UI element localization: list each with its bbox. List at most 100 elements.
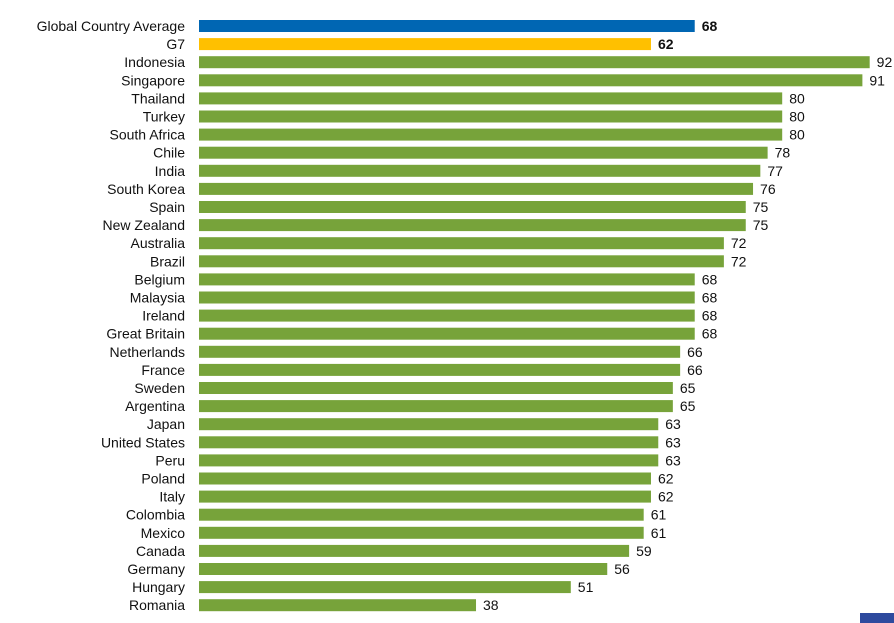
category-label-romania: Romania [129, 597, 185, 613]
value-label-france: 66 [687, 362, 703, 378]
category-label-brazil: Brazil [150, 253, 185, 269]
bar-india [199, 164, 761, 177]
bar-sweden [199, 382, 673, 394]
value-label-chile: 78 [775, 145, 791, 161]
bar-italy [199, 490, 651, 503]
value-label-peru: 63 [665, 452, 681, 468]
corner-mark [860, 613, 894, 623]
value-label-south-korea: 76 [760, 181, 776, 197]
value-label-hungary: 51 [578, 579, 594, 595]
category-label-great-britain: Great Britain [106, 326, 185, 342]
category-label-global-country-average: Global Country Average [37, 18, 186, 34]
bar-poland [199, 472, 651, 485]
category-label-netherlands: Netherlands [110, 344, 186, 360]
bar-japan [199, 418, 659, 431]
bar-belgium [199, 273, 695, 286]
bar-ireland [199, 309, 695, 322]
category-label-belgium: Belgium [134, 271, 185, 287]
value-label-thailand: 80 [789, 90, 805, 106]
category-label-canada: Canada [136, 543, 185, 559]
bar-colombia [199, 508, 644, 521]
category-label-malaysia: Malaysia [130, 290, 185, 306]
value-label-mexico: 61 [651, 525, 667, 541]
bar-united-states [199, 436, 659, 449]
bar-hungary [199, 581, 571, 594]
value-label-japan: 63 [665, 416, 681, 432]
bar-france [199, 363, 681, 376]
bar-singapore [199, 74, 863, 87]
value-label-united-states: 63 [665, 434, 681, 450]
category-label-argentina: Argentina [125, 398, 185, 414]
category-label-thailand: Thailand [131, 90, 185, 106]
category-label-south-korea: South Korea [107, 181, 185, 197]
value-label-ireland: 68 [702, 308, 718, 324]
value-label-singapore: 91 [869, 72, 885, 88]
category-label-new-zealand: New Zealand [103, 217, 186, 233]
bar-malaysia [199, 291, 695, 304]
bar-germany [199, 563, 608, 575]
bar-indonesia [199, 56, 870, 69]
category-label-united-states: United States [101, 434, 185, 450]
bar-chile [199, 146, 768, 159]
value-label-argentina: 65 [680, 398, 696, 414]
value-label-australia: 72 [731, 235, 747, 251]
category-label-australia: Australia [131, 235, 186, 251]
category-label-spain: Spain [149, 199, 185, 215]
value-label-south-africa: 80 [789, 127, 805, 143]
bar-romania [199, 599, 477, 612]
value-label-india: 77 [767, 163, 783, 179]
bar-great-britain [199, 327, 695, 340]
bar-south-africa [199, 128, 783, 141]
bar-spain [199, 201, 746, 213]
category-label-italy: Italy [159, 489, 185, 505]
bar-south-korea [199, 182, 754, 195]
value-label-g7: 62 [658, 36, 674, 52]
category-label-germany: Germany [127, 561, 185, 577]
bar-thailand [199, 92, 783, 105]
value-label-belgium: 68 [702, 271, 718, 287]
bar-new-zealand [199, 219, 746, 232]
bar-global-country-average [199, 20, 695, 32]
bar-australia [199, 237, 724, 250]
category-label-chile: Chile [153, 145, 185, 161]
category-label-ireland: Ireland [142, 308, 185, 324]
bar-g7 [199, 38, 651, 51]
value-label-netherlands: 66 [687, 344, 703, 360]
category-label-sweden: Sweden [134, 380, 185, 396]
value-label-global-country-average: 68 [702, 18, 718, 34]
value-label-great-britain: 68 [702, 326, 718, 342]
category-label-france: France [141, 362, 185, 378]
bar-peru [199, 454, 659, 467]
category-label-poland: Poland [141, 471, 185, 487]
category-label-singapore: Singapore [121, 72, 185, 88]
category-label-indonesia: Indonesia [124, 54, 185, 70]
bar-turkey [199, 110, 783, 123]
category-label-mexico: Mexico [141, 525, 186, 541]
category-label-colombia: Colombia [126, 507, 185, 523]
category-label-india: India [155, 163, 186, 179]
value-label-indonesia: 92 [877, 54, 893, 70]
bar-argentina [199, 400, 673, 413]
value-label-spain: 75 [753, 199, 769, 215]
category-label-south-africa: South Africa [110, 127, 186, 143]
value-label-new-zealand: 75 [753, 217, 769, 233]
category-label-g7: G7 [166, 36, 185, 52]
value-label-malaysia: 68 [702, 290, 718, 306]
value-label-italy: 62 [658, 489, 674, 505]
category-label-hungary: Hungary [132, 579, 185, 595]
value-label-sweden: 65 [680, 380, 696, 396]
category-label-peru: Peru [155, 452, 185, 468]
value-label-poland: 62 [658, 471, 674, 487]
bar-brazil [199, 255, 724, 268]
category-label-japan: Japan [147, 416, 185, 432]
value-label-brazil: 72 [731, 253, 747, 269]
bar-netherlands [199, 345, 681, 358]
bar-canada [199, 544, 630, 557]
value-label-germany: 56 [614, 561, 630, 577]
category-label-turkey: Turkey [143, 109, 185, 125]
bar-mexico [199, 526, 644, 539]
value-label-romania: 38 [483, 597, 499, 613]
value-label-colombia: 61 [651, 507, 667, 523]
value-label-turkey: 80 [789, 109, 805, 125]
